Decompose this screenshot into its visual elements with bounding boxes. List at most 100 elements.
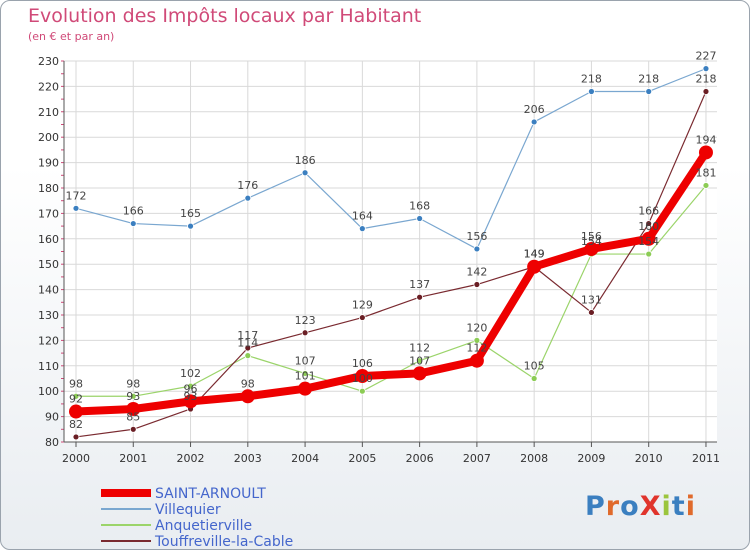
data-point [187,382,194,390]
data-label: 166 [638,205,659,218]
data-label: 129 [352,299,373,312]
y-tick-label: 130 [38,309,59,322]
data-label: 156 [581,230,602,243]
data-label: 106 [352,357,373,370]
data-label: 166 [123,205,144,218]
data-label: 165 [180,207,201,220]
series-line-villequier [75,68,707,250]
data-point [183,394,198,409]
data-label: 154 [581,235,602,248]
x-tick-label: 2005 [348,452,376,465]
data-label: 154 [638,235,659,248]
data-point [129,220,137,227]
y-tick-label: 230 [38,55,59,68]
x-tick-label: 2010 [635,452,663,465]
y-tick-label: 120 [38,334,59,347]
y-tick-label: 210 [38,106,59,119]
data-point [129,425,137,433]
data-point [301,169,309,177]
y-tick-label: 150 [38,258,59,271]
data-label: 131 [581,293,602,306]
data-label: 93 [184,390,198,403]
data-point [244,344,252,352]
x-tick-label: 2002 [177,452,205,465]
data-label: 101 [295,370,316,383]
data-point [412,366,427,381]
data-label: 102 [180,367,201,380]
chart-subtitle: (en € et par an) [28,30,115,43]
logo-letter: r [605,491,621,522]
data-point [416,293,424,301]
y-tick-label: 200 [38,131,59,144]
data-point [69,404,83,419]
data-label: 172 [66,189,87,202]
x-tick-label: 2007 [463,452,491,465]
legend-label: Villequier [155,502,221,518]
series-line-touffreville-la-cable [75,90,707,438]
data-point [72,433,80,441]
data-label: 85 [126,410,140,423]
logo-letter: X [639,491,662,522]
y-tick-label: 220 [38,80,59,93]
y-tick-label: 100 [38,385,59,398]
data-label: 112 [409,342,430,355]
data-point [645,250,653,258]
data-point [530,118,538,126]
data-label: 98 [69,377,83,390]
data-point [702,182,710,189]
data-point [702,88,710,95]
data-point [530,375,538,382]
x-tick-label: 2001 [119,452,147,465]
data-label: 227 [695,50,716,63]
data-label: 112 [466,342,487,355]
data-label: 142 [466,266,487,279]
data-label: 96 [184,382,198,395]
data-label: 117 [237,329,258,342]
data-label: 186 [295,154,316,167]
data-point [244,352,252,360]
chart-title: Evolution des Impôts locaux par Habitant [28,5,422,27]
legend-label: Touffreville-la-Cable [154,534,293,550]
x-tick-label: 2009 [577,452,605,465]
data-label: 100 [352,372,373,385]
x-tick-label: 2003 [234,452,262,465]
data-label: 120 [466,321,487,334]
logo-letter: o [620,491,640,522]
data-label: 160 [638,220,659,233]
data-label: 92 [69,393,83,406]
x-tick-label: 2011 [692,452,720,465]
y-tick-label: 110 [38,360,59,373]
data-label: 218 [581,72,602,85]
data-point [527,259,542,274]
data-label: 149 [524,248,545,261]
y-tick-label: 190 [38,157,59,170]
data-point [298,381,313,396]
legend-label: SAINT-ARNOULT [155,486,266,502]
data-point [702,65,710,73]
data-point [588,88,595,95]
data-label: 123 [295,314,316,327]
data-label: 218 [638,72,659,85]
data-label: 98 [241,377,255,390]
data-label: 164 [352,210,373,223]
logo-letter: t [671,491,686,522]
logo-letter: P [585,491,606,522]
data-label: 137 [409,278,430,291]
logo-letter: i [661,491,672,522]
data-label: 168 [409,199,430,212]
data-point [129,392,137,400]
y-tick-label: 160 [38,233,59,246]
data-point [473,281,481,288]
logo-letter: i [685,491,696,522]
data-point [358,225,366,233]
x-tick-label: 2000 [62,452,90,465]
data-label: 107 [409,354,430,367]
data-label: 105 [524,360,545,373]
data-point [416,357,424,365]
data-point [416,215,424,222]
data-point [301,329,309,337]
data-point [126,401,141,416]
data-point [645,220,653,227]
data-label: 176 [237,179,258,192]
